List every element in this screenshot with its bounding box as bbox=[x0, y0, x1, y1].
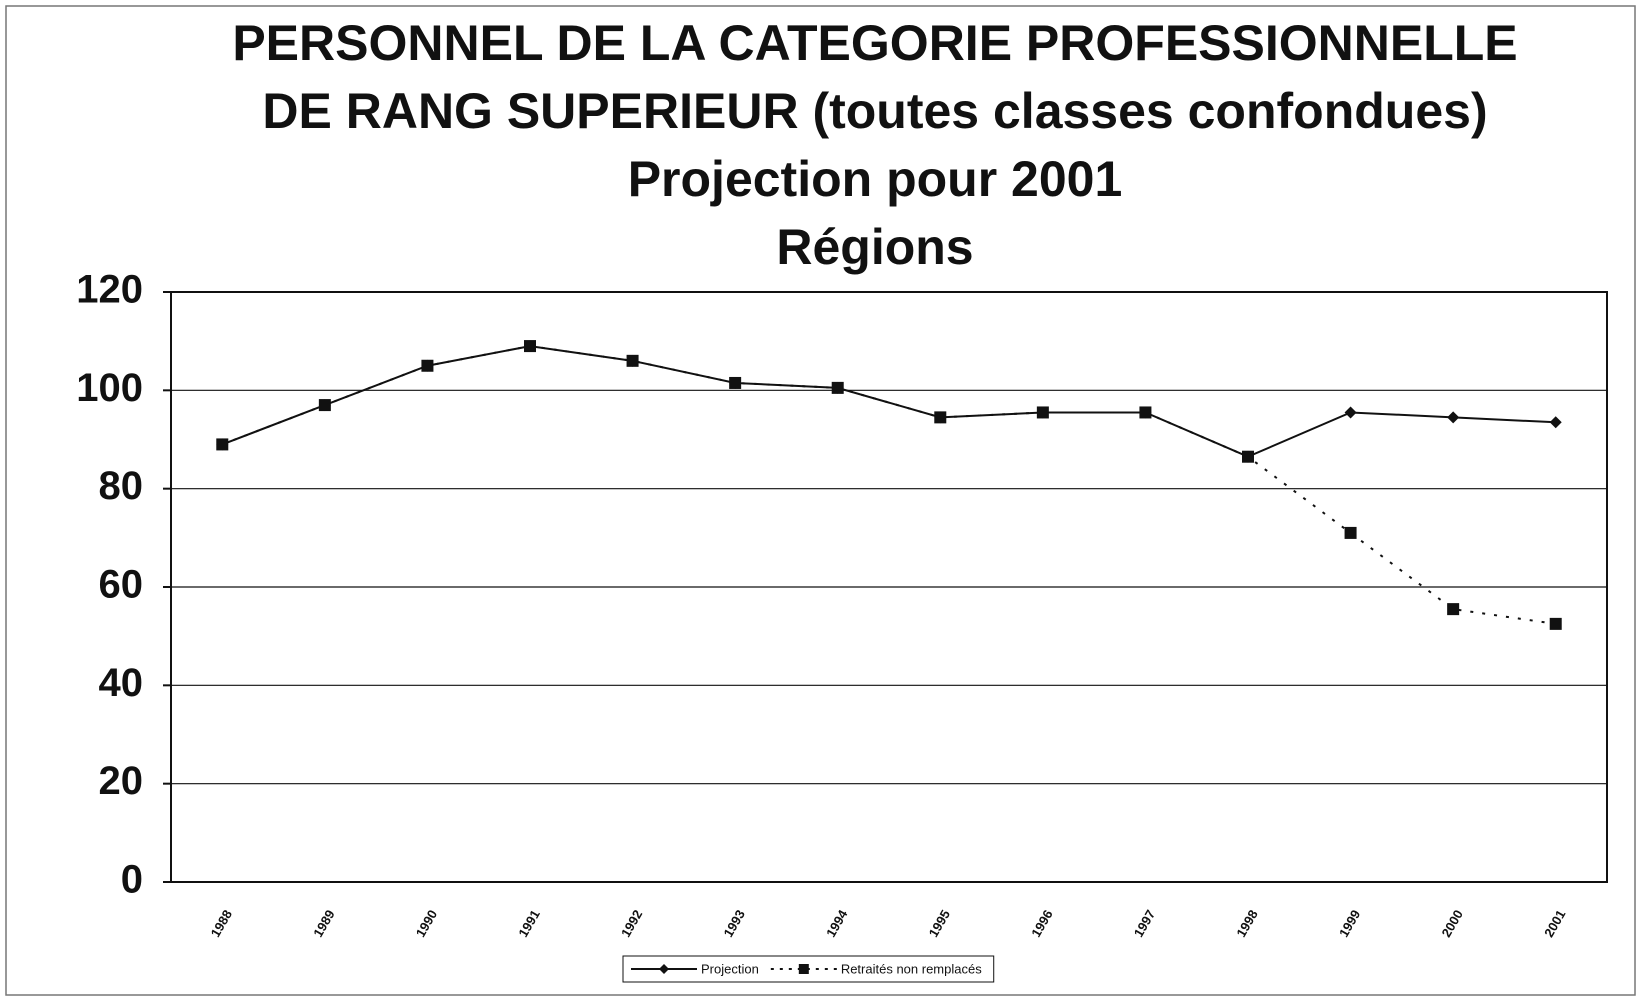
data-point bbox=[626, 354, 639, 367]
chart-title: Régions bbox=[776, 219, 973, 275]
y-tick-label: 40 bbox=[99, 661, 144, 705]
data-point bbox=[1447, 411, 1460, 424]
data-point bbox=[1036, 406, 1049, 419]
y-tick-label: 80 bbox=[99, 464, 144, 508]
y-tick-label: 0 bbox=[121, 858, 143, 902]
data-point bbox=[1447, 603, 1460, 616]
legend: Projection Retraités non remplacés bbox=[622, 955, 995, 983]
series-line bbox=[221, 345, 1556, 458]
legend-marker bbox=[659, 964, 669, 974]
data-point bbox=[216, 438, 229, 451]
data-point bbox=[1549, 617, 1562, 630]
series-line bbox=[221, 345, 1556, 625]
y-tick-label: 20 bbox=[99, 759, 144, 803]
data-point bbox=[1344, 406, 1357, 419]
data-point bbox=[421, 359, 434, 372]
data-point bbox=[1242, 450, 1254, 463]
legend-label: Projection bbox=[701, 961, 759, 976]
data-point bbox=[729, 376, 742, 389]
legend-label: Retraités non remplacés bbox=[841, 961, 982, 976]
y-tick-label: 100 bbox=[76, 366, 143, 410]
data-point bbox=[524, 340, 536, 353]
frame bbox=[5, 5, 1636, 996]
chart-title: PERSONNEL DE LA CATEGORIE PROFESSIONNELL… bbox=[232, 15, 1517, 71]
data-point bbox=[1344, 526, 1357, 539]
data-point bbox=[318, 399, 331, 412]
data-point bbox=[831, 381, 844, 394]
data-point bbox=[1549, 416, 1562, 429]
y-tick-label: 60 bbox=[99, 563, 144, 607]
chart-title: Projection pour 2001 bbox=[628, 151, 1123, 207]
data-point bbox=[1139, 406, 1152, 419]
chart-title: DE RANG SUPERIEUR (toutes classes confon… bbox=[262, 83, 1487, 139]
legend-marker bbox=[798, 964, 809, 974]
y-tick-label: 120 bbox=[76, 268, 143, 312]
data-point bbox=[934, 411, 947, 424]
